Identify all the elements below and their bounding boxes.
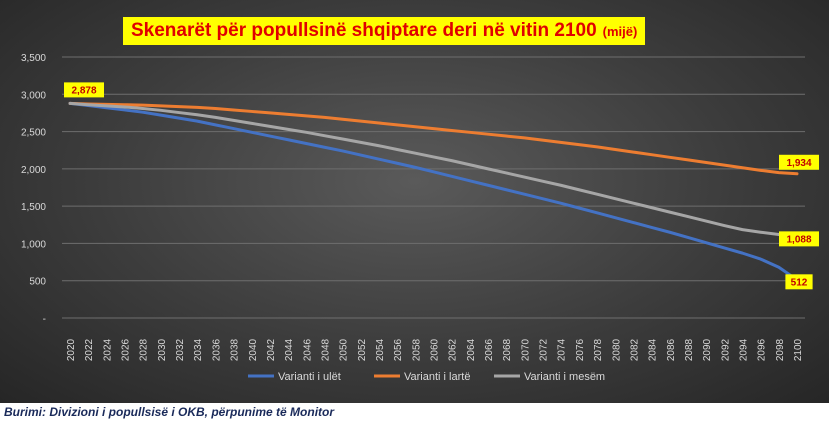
x-tick-label: 2058 xyxy=(411,338,422,361)
x-tick-label: 2020 xyxy=(66,338,77,361)
y-tick-label: 1,000 xyxy=(21,239,46,250)
x-tick-label: 2090 xyxy=(702,338,713,361)
legend-label: Varianti i lartë xyxy=(404,371,470,383)
x-tick-label: 2038 xyxy=(230,338,241,361)
y-tick-label: - xyxy=(43,314,46,325)
data-label-box xyxy=(785,274,813,290)
data-label-box xyxy=(779,154,819,170)
x-tick-label: 2024 xyxy=(102,338,113,361)
x-tick-label: 2032 xyxy=(175,338,186,361)
series-line-1 xyxy=(68,101,799,176)
y-tick-label: 2,000 xyxy=(21,165,46,176)
data-label: 512 xyxy=(791,277,808,288)
x-tick-label: 2054 xyxy=(375,338,386,361)
x-tick-label: 2066 xyxy=(484,338,495,361)
chart-title: Skenarët për popullsinë shqiptare deri n… xyxy=(123,17,646,45)
x-tick-label: 2056 xyxy=(393,338,404,361)
x-tick-label: 2022 xyxy=(84,338,95,361)
x-tick-label: 2028 xyxy=(139,338,150,361)
x-tick-label: 2036 xyxy=(211,338,222,361)
data-label-box xyxy=(779,231,819,247)
source-note: Burimi: Divizioni i popullsisë i OKB, pë… xyxy=(4,405,335,419)
x-tick-label: 2100 xyxy=(793,338,804,361)
x-tick-label: 2072 xyxy=(539,338,550,361)
x-tick-label: 2068 xyxy=(502,338,513,361)
x-tick-label: 2086 xyxy=(666,338,677,361)
chart-title-unit: (mijë) xyxy=(602,24,638,39)
data-label: 1,934 xyxy=(786,158,811,169)
x-tick-label: 2042 xyxy=(266,338,277,361)
series-line-2 xyxy=(68,101,799,239)
x-tick-label: 2050 xyxy=(339,338,350,361)
x-tick-label: 2078 xyxy=(593,338,604,361)
x-tick-label: 2074 xyxy=(557,338,568,361)
x-tick-label: 2046 xyxy=(302,338,313,361)
x-tick-label: 2082 xyxy=(629,338,640,361)
legend-label: Varianti i ulët xyxy=(278,371,341,383)
legend-label: Varianti i mesëm xyxy=(524,371,605,383)
y-tick-label: 1,500 xyxy=(21,202,46,213)
x-tick-label: 2088 xyxy=(684,338,695,361)
data-label: 2,878 xyxy=(71,85,96,96)
x-tick-label: 2030 xyxy=(157,338,168,361)
chart-title-text: Skenarët për popullsinë shqiptare deri n… xyxy=(131,20,597,41)
y-tick-label: 3,500 xyxy=(21,53,46,64)
y-tick-label: 2,500 xyxy=(21,128,46,139)
chart-area xyxy=(0,0,829,403)
x-tick-label: 2080 xyxy=(611,338,622,361)
x-tick-label: 2094 xyxy=(738,338,749,361)
line-chart: - 500 1,000 1,500 2,000 2,500 3,000 3,500 2020 20… xyxy=(21,53,819,383)
x-tick-label: 2044 xyxy=(284,338,295,361)
x-tick-label: 2070 xyxy=(520,338,531,361)
y-tick-label: 3,000 xyxy=(21,90,46,101)
x-tick-label: 2048 xyxy=(320,338,331,361)
y-tick-label: 500 xyxy=(29,277,46,288)
x-tick-label: 2064 xyxy=(466,338,477,361)
x-tick-label: 2062 xyxy=(448,338,459,361)
data-label: 1,088 xyxy=(786,234,811,245)
x-tick-label: 2076 xyxy=(575,338,586,361)
x-tick-label: 2060 xyxy=(430,338,441,361)
x-tick-label: 2098 xyxy=(775,338,786,361)
x-tick-label: 2084 xyxy=(648,338,659,361)
x-tick-label: 2096 xyxy=(757,338,768,361)
x-tick-label: 2034 xyxy=(193,338,204,361)
x-tick-label: 2052 xyxy=(357,338,368,361)
x-tick-label: 2040 xyxy=(248,338,259,361)
x-tick-label: 2026 xyxy=(121,338,132,361)
series-line-0 xyxy=(68,101,799,282)
x-tick-label: 2092 xyxy=(720,338,731,361)
data-label-box xyxy=(64,82,104,98)
